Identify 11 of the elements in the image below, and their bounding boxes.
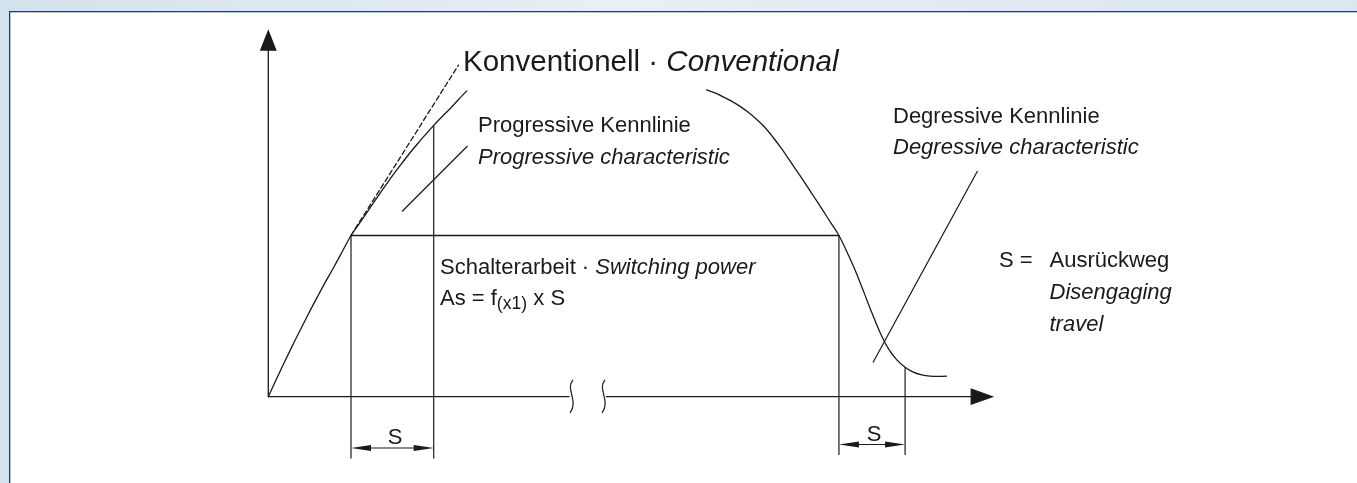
text: S bbox=[387, 424, 403, 449]
annotation: As = f$_{(x1)}$ x S bbox=[440, 285, 566, 313]
text: Disengaging travel bbox=[1049, 278, 1173, 336]
annotation: Progressive Kennlinie bbox=[478, 112, 691, 137]
annotation: Progressive characteristic bbox=[478, 144, 730, 169]
annotation: Degressive Kennlinie bbox=[893, 103, 1100, 128]
text: S bbox=[866, 421, 882, 446]
annotation: Schalterarbeit · Switching power bbox=[440, 254, 758, 279]
annotation: Konventionell · Conventional bbox=[463, 43, 841, 77]
annotation: Degressive characteristic bbox=[893, 134, 1139, 159]
text: S = Ausrückweg bbox=[999, 247, 1170, 272]
